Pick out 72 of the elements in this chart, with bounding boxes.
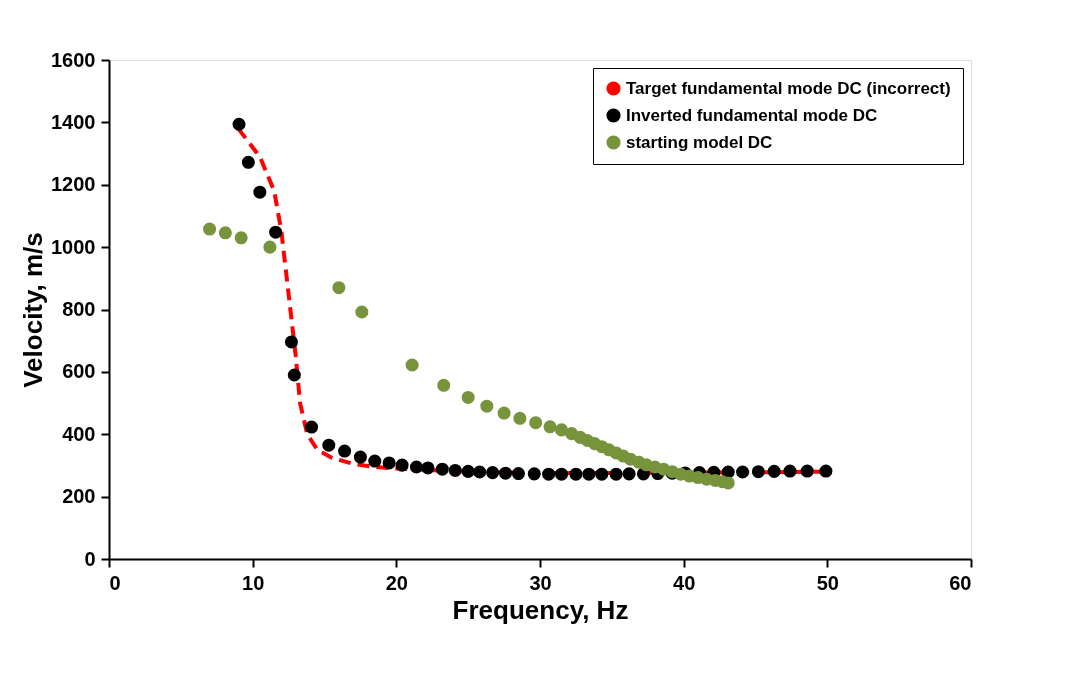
x-tick-label: 10	[242, 571, 265, 594]
x-tick-label: 60	[949, 571, 972, 594]
point	[513, 411, 527, 425]
point	[218, 226, 232, 240]
point	[595, 467, 609, 481]
point	[511, 467, 525, 481]
point	[461, 390, 475, 404]
x-tick-label: 50	[816, 571, 839, 594]
y-tick-label: 800	[62, 298, 96, 320]
point	[395, 458, 409, 472]
point	[253, 185, 267, 199]
point	[819, 464, 833, 478]
point	[473, 465, 487, 479]
y-tick-label: 1400	[51, 110, 96, 133]
point	[322, 438, 336, 452]
point	[305, 420, 319, 434]
point	[437, 378, 451, 392]
point	[232, 117, 246, 131]
y-tick-label: 1600	[51, 48, 96, 71]
y-tick-label: 0	[84, 547, 96, 570]
point	[448, 463, 462, 477]
point	[203, 222, 217, 236]
point	[497, 406, 511, 420]
point	[480, 399, 494, 413]
point	[529, 416, 543, 430]
point	[284, 335, 298, 349]
point	[263, 240, 277, 254]
point	[353, 450, 367, 464]
point	[736, 465, 750, 479]
point	[234, 231, 248, 245]
x-tick-label: 40	[673, 571, 696, 594]
point	[382, 456, 396, 470]
legend-label: Inverted fundamental mode DC	[626, 105, 878, 125]
x-axis-title: Frequency, Hz	[452, 594, 629, 625]
point	[338, 444, 352, 458]
point	[542, 467, 556, 481]
point	[499, 466, 513, 480]
x-tick-label: 0	[109, 571, 121, 594]
point	[287, 368, 301, 382]
point	[527, 467, 541, 481]
point	[269, 225, 283, 239]
point	[461, 464, 475, 478]
y-tick-label: 1200	[51, 173, 96, 196]
point	[543, 420, 557, 434]
x-tick-label: 30	[529, 571, 552, 594]
point	[368, 454, 382, 468]
point	[435, 462, 449, 476]
point	[405, 358, 419, 372]
x-tick-label: 20	[385, 571, 408, 594]
point	[569, 467, 583, 481]
legend-label: starting model DC	[626, 132, 773, 152]
point	[332, 281, 346, 295]
point	[355, 305, 369, 319]
point	[555, 467, 569, 481]
y-axis-title: Velocity, m/s	[18, 232, 49, 388]
point	[751, 465, 765, 479]
point	[241, 155, 255, 169]
y-tick-label: 1000	[51, 235, 96, 258]
point	[622, 467, 636, 481]
y-tick-label: 200	[62, 485, 96, 508]
point	[609, 467, 623, 481]
point	[783, 464, 797, 478]
point	[767, 464, 781, 478]
legend-label: Target fundamental mode DC (incorrect)	[626, 78, 951, 98]
point	[555, 423, 569, 437]
point	[409, 460, 423, 474]
y-tick-label: 400	[62, 422, 96, 445]
point	[421, 461, 435, 475]
point	[582, 467, 596, 481]
point	[800, 464, 814, 478]
y-tick-label: 600	[62, 360, 96, 383]
point	[486, 466, 500, 480]
